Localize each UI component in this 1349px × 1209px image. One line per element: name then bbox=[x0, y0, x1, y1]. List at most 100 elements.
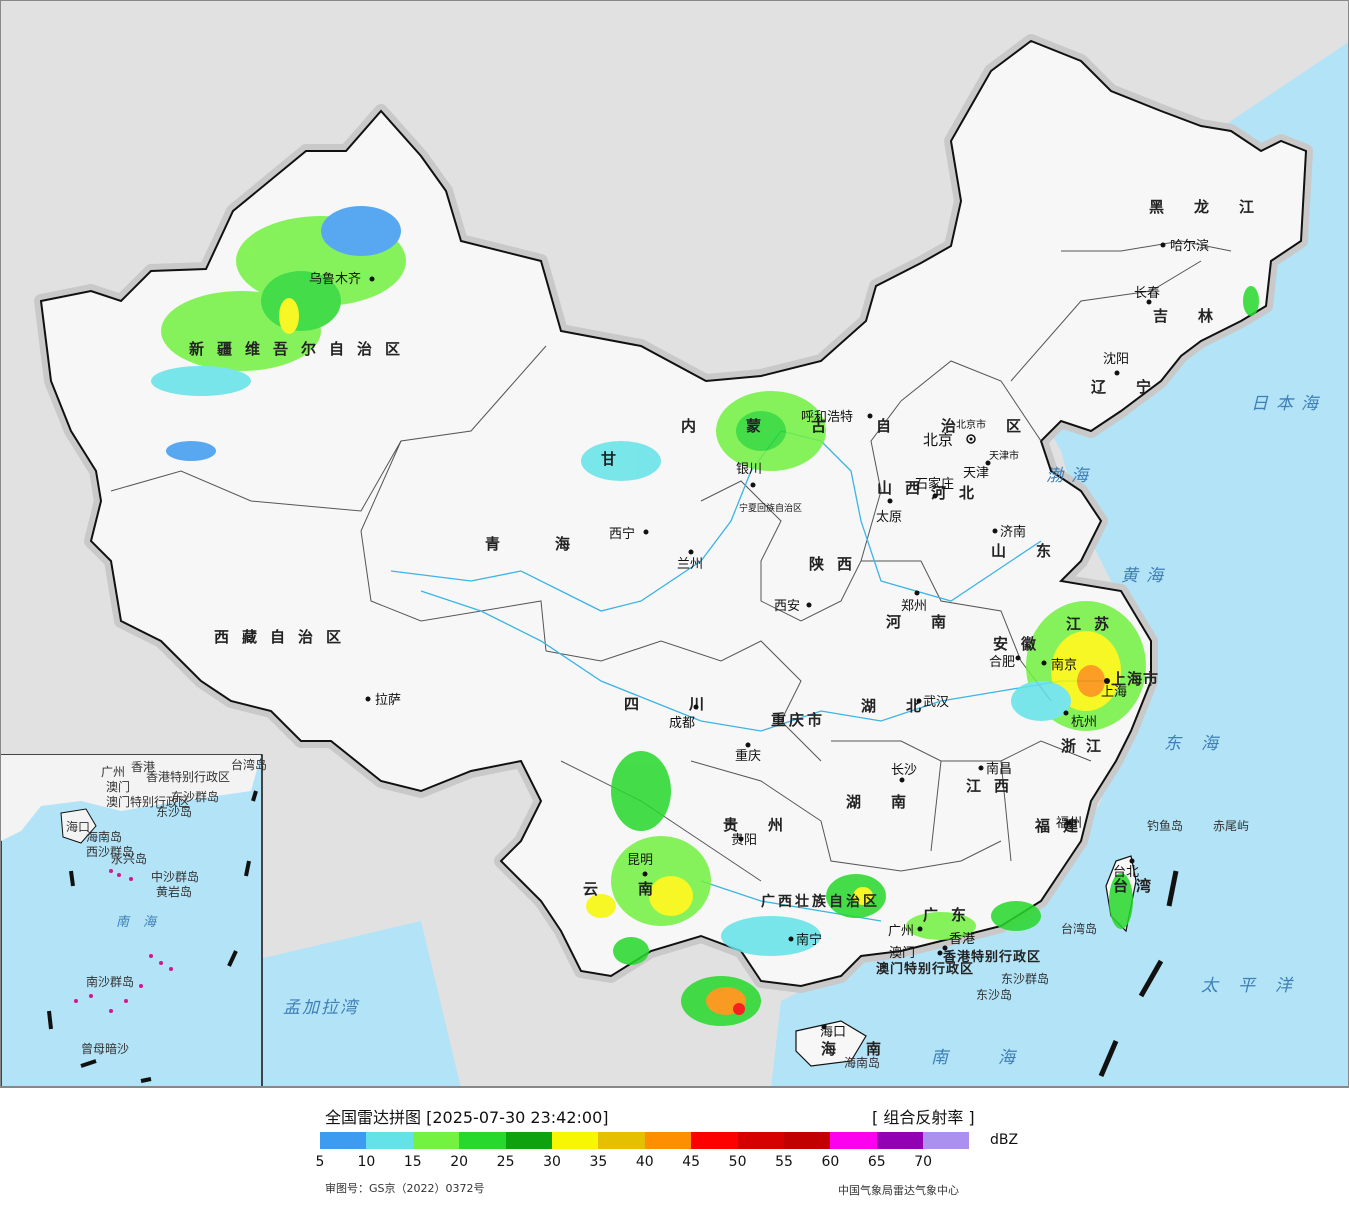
city-label: 乌鲁木齐 bbox=[309, 271, 361, 287]
city-label: 昆明 bbox=[627, 853, 653, 868]
city-label: 长沙 bbox=[891, 763, 917, 778]
province-label: 台湾 bbox=[1113, 877, 1159, 895]
inset-labels: 广州 澳门 香港 香港特别行政区 澳门特别行政区 东沙群岛 东沙岛 海口 海南岛… bbox=[66, 757, 267, 1056]
sea-label: 孟加拉湾 bbox=[283, 998, 360, 1018]
island-label: 东沙群岛 bbox=[1001, 971, 1049, 986]
city-label: 呼和浩特 bbox=[801, 410, 853, 425]
legend-tick-label: 5 bbox=[315, 1154, 325, 1170]
city-label: 武汉 bbox=[923, 695, 949, 710]
inset-label: 曾母暗沙 bbox=[81, 1041, 129, 1056]
product-label: [ 组合反射率 ] bbox=[872, 1108, 975, 1127]
inset-hainan bbox=[60, 808, 97, 844]
city-label: 拉萨 bbox=[375, 693, 401, 708]
source-label: 中国气象局雷达气象中心 bbox=[838, 1184, 959, 1197]
province-label: 吉林 bbox=[1153, 307, 1243, 325]
province-label: 山西 bbox=[877, 479, 933, 497]
province-label: 香港特别行政区 bbox=[942, 949, 1041, 965]
city-label: 杭州 bbox=[1071, 715, 1097, 730]
province-label: 海南 bbox=[821, 1040, 911, 1058]
inset-label: 东沙岛 bbox=[156, 804, 192, 819]
province-label: 澳门特别行政区 bbox=[876, 961, 974, 977]
legend-tick-label: 35 bbox=[589, 1154, 608, 1170]
legend-swatch bbox=[783, 1132, 831, 1149]
island-label: 钓鱼岛 bbox=[1147, 818, 1183, 833]
city-label: 石家庄 bbox=[915, 476, 954, 492]
legend-tick-label: 10 bbox=[357, 1154, 376, 1170]
province-label: 河南 bbox=[886, 613, 976, 631]
city-label: 合肥 bbox=[989, 655, 1015, 670]
legend-swatch bbox=[923, 1132, 970, 1149]
legend-tick-label: 25 bbox=[496, 1154, 515, 1170]
province-label: 湖南 bbox=[846, 793, 936, 811]
legend-tick-label: 55 bbox=[775, 1154, 793, 1170]
inset-map bbox=[1, 754, 263, 1086]
city-label: 哈尔滨 bbox=[1170, 238, 1209, 254]
legend-swatch bbox=[830, 1132, 877, 1149]
city-label: 兰州 bbox=[677, 557, 703, 572]
legend-tick-label: 60 bbox=[821, 1154, 840, 1170]
inset-label: 南海 bbox=[116, 915, 170, 930]
city-label: 银川 bbox=[736, 462, 762, 477]
legend-tick-label: 65 bbox=[867, 1154, 886, 1170]
province-label: 山东 bbox=[991, 542, 1081, 560]
legend-tick-label: 50 bbox=[728, 1154, 747, 1170]
inset-label: 西沙群岛 bbox=[86, 844, 134, 859]
sea-label: 南海 bbox=[931, 1048, 1065, 1068]
province-label: 青海 bbox=[485, 535, 625, 553]
inset-label: 海口 bbox=[66, 819, 90, 834]
legend-swatch bbox=[644, 1132, 692, 1149]
city-label: 北京 bbox=[923, 431, 953, 449]
province-labels: 新疆维吾尔自治区 西藏自治区 青海 四川 甘 内蒙古自治区 黑龙江 吉林 辽宁 … bbox=[189, 198, 1254, 1058]
inset-label: 南沙群岛 bbox=[86, 974, 134, 989]
island-label: 台湾岛 bbox=[1061, 921, 1097, 936]
city-label: 长春 bbox=[1134, 286, 1160, 301]
nine-dash-line bbox=[47, 790, 258, 1083]
legend-title: 全国雷达拼图 [2025-07-30 23:42:00] bbox=[325, 1108, 609, 1127]
legend-swatch bbox=[320, 1132, 367, 1149]
city-label: 沈阳 bbox=[1103, 352, 1129, 367]
city-label: 贵阳 bbox=[731, 833, 757, 848]
province-label: 湖北 bbox=[861, 697, 951, 715]
province-label: 河北 bbox=[931, 484, 987, 502]
bengal-sea-area bbox=[251, 921, 461, 1086]
map-canvas: 广州 澳门 香港 香港特别行政区 澳门特别行政区 东沙群岛 东沙岛 海口 海南岛… bbox=[1, 1, 1348, 1086]
province-label: 宁夏回族自治区 bbox=[739, 502, 802, 514]
province-label: 安徽 bbox=[993, 635, 1049, 653]
color-scale-bar bbox=[320, 1132, 970, 1149]
legend-swatch bbox=[737, 1132, 784, 1149]
city-label: 澳门 bbox=[889, 945, 915, 961]
inset-islands bbox=[74, 869, 173, 1013]
sea-label: 日本海 bbox=[1251, 394, 1326, 414]
unit-label: dBZ bbox=[990, 1132, 1019, 1148]
province-label: 广东 bbox=[923, 906, 979, 924]
city-label: 上海 bbox=[1101, 685, 1127, 700]
inset-label: 永兴岛 bbox=[111, 851, 147, 866]
province-borders bbox=[110, 240, 1232, 882]
legend-swatch bbox=[412, 1132, 460, 1149]
offshore-dashes bbox=[1098, 870, 1179, 1077]
city-label: 济南 bbox=[1000, 524, 1026, 540]
province-label: 江苏 bbox=[1066, 615, 1122, 633]
sea-label: 黄海 bbox=[1121, 566, 1171, 586]
inset-label: 海南岛 bbox=[86, 829, 122, 844]
legend-tick-label: 70 bbox=[914, 1154, 933, 1170]
province-label: 甘 bbox=[601, 450, 629, 468]
island-label: 东沙岛 bbox=[976, 987, 1012, 1002]
radar-map: 广州 澳门 香港 香港特别行政区 澳门特别行政区 东沙群岛 东沙岛 海口 海南岛… bbox=[0, 0, 1349, 1087]
province-label: 北京市 bbox=[956, 418, 986, 431]
hainan-island bbox=[795, 1020, 867, 1067]
legend-swatch bbox=[366, 1132, 413, 1149]
city-label: 香港 bbox=[949, 932, 975, 947]
legend-swatch bbox=[551, 1132, 599, 1149]
province-label: 四川 bbox=[624, 695, 754, 713]
province-label: 辽宁 bbox=[1091, 378, 1181, 396]
approval-number: 审图号：GS京（2022）0372号 bbox=[325, 1182, 485, 1195]
city-label: 福州 bbox=[1056, 816, 1082, 831]
city-label: 南宁 bbox=[796, 932, 822, 948]
inset-label: 台湾岛 bbox=[231, 757, 267, 772]
legend-panel: 全国雷达拼图 [2025-07-30 23:42:00] [ 组合反射率 ] d… bbox=[0, 1087, 1349, 1209]
province-label: 新疆维吾尔自治区 bbox=[189, 340, 413, 358]
legend-swatch bbox=[459, 1132, 506, 1149]
inset-label: 香港特别行政区 bbox=[146, 769, 230, 784]
legend-tick-label: 15 bbox=[403, 1154, 422, 1170]
